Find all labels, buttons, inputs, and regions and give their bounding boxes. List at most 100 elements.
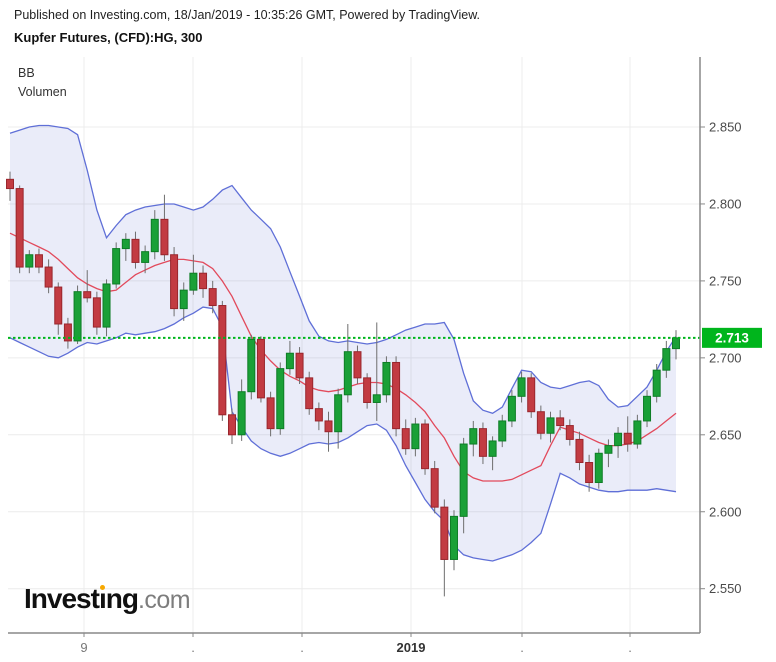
price-tick-label: 2.550	[709, 581, 742, 596]
time-axis[interactable]: 9.. 2019..	[80, 633, 632, 655]
candle-up	[150, 218, 159, 253]
candle-down	[421, 423, 430, 470]
candle-up	[179, 289, 188, 310]
candle-up	[507, 395, 516, 422]
candle-down	[15, 188, 24, 268]
candle-down	[363, 377, 372, 403]
candle-down	[256, 338, 265, 399]
candle-down	[392, 361, 401, 430]
candle-down	[54, 286, 63, 325]
candle-up	[604, 445, 613, 454]
grid	[8, 57, 700, 633]
candle-down	[295, 352, 304, 379]
candle-up	[285, 352, 294, 370]
candle-down	[440, 506, 449, 560]
candle-down	[218, 305, 227, 416]
candle-up	[247, 338, 256, 393]
time-tick-label: .	[628, 640, 632, 655]
chart-title: Kupfer Futures, (CFD):HG, 300	[14, 30, 203, 45]
bollinger-fill	[10, 125, 676, 561]
candle-up	[459, 443, 468, 517]
candle-up	[25, 254, 34, 268]
logo-suffix: .com	[137, 586, 191, 614]
candle-up	[652, 369, 661, 397]
candle-down	[305, 377, 314, 410]
candle-up	[382, 361, 391, 396]
candle-down	[266, 397, 275, 430]
candle-up	[643, 395, 652, 422]
price-tick-label: 2.650	[709, 427, 742, 442]
candle-down	[527, 377, 536, 413]
candle-up	[189, 272, 198, 291]
investing-logo: Investı ng.com	[24, 583, 191, 615]
candle-down	[565, 425, 574, 440]
candle-down	[227, 414, 236, 436]
candle-up	[671, 337, 680, 350]
candle-up	[372, 394, 381, 403]
price-tick-label: 2.850	[709, 120, 742, 135]
price-tick-label: 2.750	[709, 273, 742, 288]
candle-up	[102, 283, 111, 328]
candle-up	[633, 420, 642, 445]
legend-item-bb: BB	[18, 66, 35, 80]
price-tick-label: 2.800	[709, 196, 742, 211]
candle-down	[556, 417, 565, 427]
candle-down	[34, 254, 43, 268]
candle-down	[170, 254, 179, 310]
candle-down	[585, 462, 594, 484]
candle-down	[199, 272, 208, 290]
candle-down	[208, 288, 217, 307]
candle-up	[112, 248, 121, 285]
candle-down	[92, 297, 101, 328]
candle-up	[73, 291, 82, 342]
candle-up	[121, 238, 130, 250]
candle-down	[324, 420, 333, 433]
candle-up	[449, 515, 458, 560]
candle-down	[353, 351, 362, 379]
price-tick-label: 2.700	[709, 350, 742, 365]
candle-up	[662, 348, 671, 371]
candle-down	[401, 428, 410, 450]
candle-down	[160, 218, 169, 256]
candle-down	[83, 291, 92, 299]
time-tick-label: .	[191, 640, 195, 655]
candle-up	[488, 440, 497, 457]
candle-down	[131, 238, 140, 263]
candle-down	[314, 408, 323, 422]
last-price-label: 2.713	[702, 327, 762, 348]
candles	[6, 171, 680, 597]
candle-down	[44, 266, 53, 288]
time-tick-label: 2019	[397, 640, 426, 655]
time-tick-label: .	[300, 640, 304, 655]
candle-up	[237, 391, 246, 436]
candle-down	[623, 432, 632, 445]
candle-down	[478, 428, 487, 457]
time-tick-label: 9	[80, 640, 87, 655]
candle-down	[575, 438, 584, 464]
time-tick-label: .	[520, 640, 524, 655]
legend-item-volume: Volumen	[18, 85, 67, 99]
candle-down	[536, 411, 545, 434]
candle-up	[498, 420, 507, 442]
indicator-legend: BB Volumen	[18, 64, 67, 102]
svg-text:2.713: 2.713	[715, 330, 749, 345]
candle-up	[614, 432, 623, 447]
candle-up	[594, 452, 603, 484]
candle-down	[430, 468, 439, 508]
bollinger-lower-line	[9, 306, 677, 562]
candle-up	[546, 417, 555, 434]
candle-up	[276, 368, 285, 430]
price-axis[interactable]: 2.850 2.800 2.750 2.700 2.650 2.600 2.550	[700, 120, 742, 597]
candle-up	[141, 251, 150, 263]
candle-up	[411, 423, 420, 450]
candle-down	[6, 178, 14, 190]
logo-orange-dot	[99, 585, 105, 590]
candle-up	[343, 351, 352, 396]
publish-info: Published on Investing.com, 18/Jan/2019 …	[14, 8, 481, 22]
candle-down	[63, 323, 72, 342]
price-tick-label: 2.600	[709, 504, 742, 519]
candle-up	[517, 377, 526, 397]
bollinger-upper-line	[9, 124, 677, 415]
